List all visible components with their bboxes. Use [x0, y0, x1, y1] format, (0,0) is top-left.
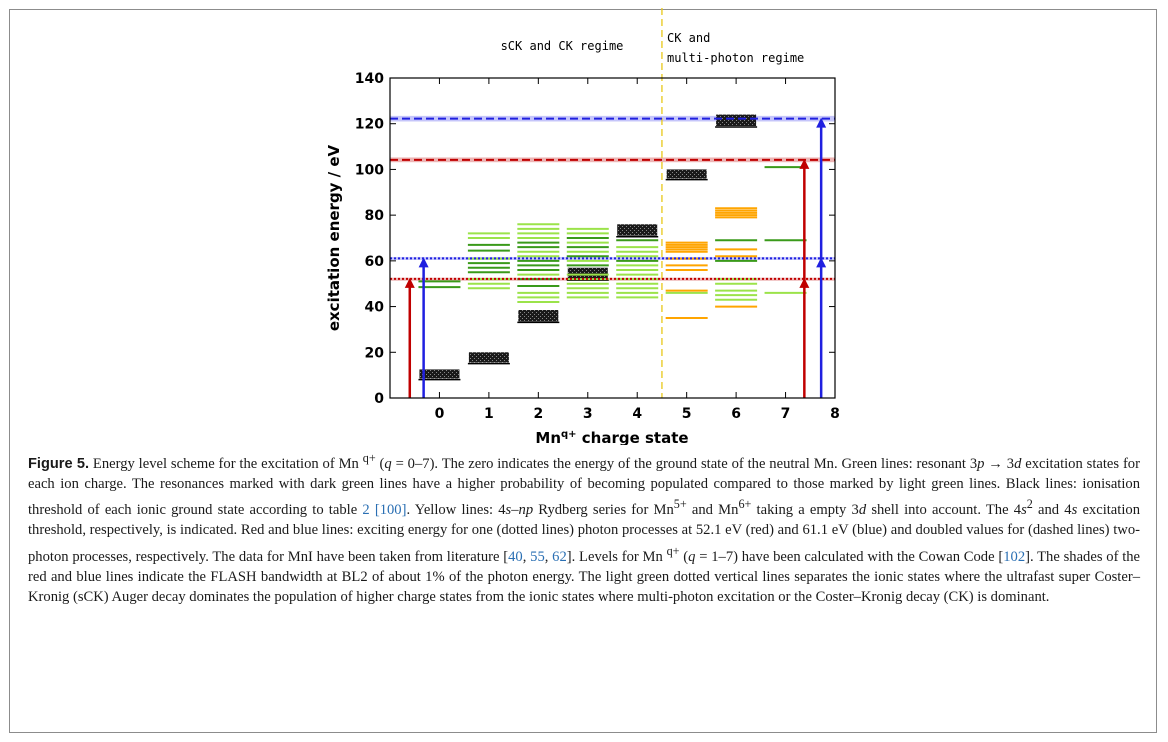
caption-var: s [505, 502, 512, 519]
bandwidth-band [390, 256, 835, 260]
ref-link[interactable]: 62 [552, 548, 567, 565]
figure-frame [9, 9, 1157, 733]
caption-var: s [1021, 502, 1027, 519]
y-axis-label: excitation energy / eV [325, 144, 343, 331]
caption-text: ]. Levels for Mn [566, 548, 667, 565]
ref-link[interactable]: 2 [362, 502, 370, 519]
ionisation-threshold-block [518, 310, 559, 322]
bandwidth-band [390, 277, 835, 281]
figure-caption: Figure 5. Energy level scheme for the ex… [28, 451, 1141, 605]
excitation-arrow-head [404, 277, 415, 288]
x-axis-label: Mnq+ charge state [535, 429, 688, 445]
x-tick-label: 6 [731, 406, 741, 422]
caption-text: and 4 [1032, 502, 1072, 519]
caption-text: ]. The shades of the red and blue lines … [28, 548, 1141, 605]
y-tick-label: 120 [355, 117, 384, 133]
caption-text: ( [679, 548, 689, 565]
ref-link[interactable]: [100] [374, 502, 407, 519]
caption-var: p [977, 455, 985, 472]
ionisation-threshold-block [468, 352, 509, 363]
ref-link[interactable]: 55 [530, 548, 545, 565]
caption-text: Energy level scheme for the excitation o… [89, 455, 363, 472]
excitation-arrow-head [799, 158, 810, 169]
excitation-arrow-head [418, 257, 429, 268]
caption-sup: 5+ [673, 497, 687, 512]
caption-text: shell into account. The 4 [866, 502, 1022, 519]
axes: 0 20 40 60 80 100 120 140 0 1 2 3 4 5 6 7 8 [355, 71, 840, 422]
caption-var: s [1071, 502, 1078, 519]
caption-sup: q+ [666, 543, 680, 558]
regime-right-label-1: CK and [667, 31, 710, 45]
excitation-arrow-head [816, 117, 827, 128]
caption-text: Rydberg series for Mn [533, 502, 674, 519]
y-tick-label: 40 [365, 300, 385, 316]
plot-frame [389, 77, 836, 399]
caption-text: and Mn [686, 502, 739, 519]
caption-text: = 0–7). The zero indicates the energy of… [391, 455, 978, 472]
caption-label: Figure 5. [28, 455, 90, 472]
y-tick-label: 0 [374, 391, 384, 407]
caption-sup: 2 [1026, 497, 1033, 512]
caption-var: q [384, 455, 392, 472]
excitation-arrow-head [816, 257, 827, 268]
caption-text: ( [375, 455, 385, 472]
ionisation-threshold-block [666, 169, 707, 179]
caption-var: d [1014, 455, 1022, 472]
caption-var: d [858, 502, 867, 519]
y-tick-label: 60 [365, 254, 385, 270]
ionisation-threshold-block [617, 224, 658, 236]
x-tick-label: 8 [830, 406, 840, 422]
ionisation-threshold-block [419, 369, 460, 379]
x-tick-label: 1 [484, 406, 494, 422]
ref-link[interactable]: 102 [1003, 548, 1026, 565]
y-tick-label: 80 [365, 208, 385, 224]
x-tick-label: 7 [781, 406, 791, 422]
photon-lines [390, 8, 835, 398]
caption-text: excitation threshold, respectively, is i… [28, 502, 1140, 565]
x-tick-label: 0 [435, 406, 445, 422]
excitation-arrow-head [799, 277, 810, 288]
energy-levels [418, 114, 807, 381]
y-tick-label: 140 [355, 71, 384, 87]
caption-text: = 1–7) have been calculated with the Cow… [695, 548, 1004, 565]
caption-text: – [511, 502, 519, 519]
x-tick-label: 3 [583, 406, 593, 422]
caption-var: q [688, 548, 696, 565]
caption-text: excitation states for each ion charge. T… [28, 455, 1140, 519]
x-tick-label: 2 [533, 406, 543, 422]
x-tick-label: 4 [632, 406, 642, 422]
y-tick-label: 100 [355, 162, 384, 178]
ionisation-threshold-block [567, 267, 608, 280]
regime-left-label: sCK and CK regime [501, 39, 624, 53]
caption-sup: 6+ [738, 497, 752, 512]
caption-text: . Yellow lines: 4 [406, 502, 506, 519]
energy-level-chart: 0 20 40 60 80 100 120 140 0 1 2 3 4 5 6 7 8 sCK and CK r… [325, 8, 840, 445]
caption-text: taking a empty 3 [751, 502, 859, 519]
regime-right-label-2: multi-photon regime [667, 51, 804, 65]
caption-text: → [984, 455, 1007, 472]
y-tick-label: 20 [365, 345, 385, 361]
ionisation-threshold-block [716, 114, 757, 126]
x-tick-label: 5 [682, 406, 692, 422]
caption-sup: q+ [362, 451, 376, 465]
caption-text: 3 [1006, 455, 1015, 472]
bandwidth-bands [390, 115, 835, 281]
caption-var: np [518, 502, 534, 519]
ref-link[interactable]: 40 [508, 548, 523, 565]
